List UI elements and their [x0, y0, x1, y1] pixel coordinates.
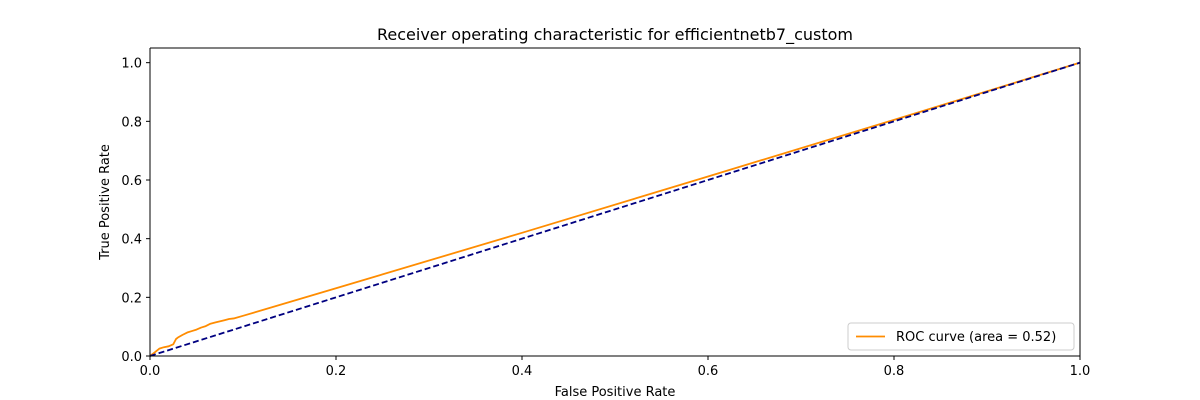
x-tick-label: 0.2 — [326, 364, 347, 379]
y-tick-label: 0.4 — [121, 233, 142, 248]
chance-line — [149, 61, 1081, 357]
x-axis-label: False Positive Rate — [555, 385, 676, 400]
y-tick-label: 0.2 — [121, 291, 142, 306]
x-tick-label: 1.0 — [1070, 364, 1091, 379]
y-tick-label: 0.0 — [121, 350, 142, 365]
x-tick-label: 0.0 — [140, 364, 161, 379]
y-axis-label: True Positive Rate — [98, 144, 113, 261]
x-tick-label: 0.4 — [512, 364, 533, 379]
y-tick-label: 0.8 — [121, 115, 142, 130]
y-axis-ticks: 0.0 0.2 0.4 0.6 0.8 1.0 — [121, 57, 150, 365]
legend-label-roc: ROC curve (area = 0.52) — [896, 330, 1056, 345]
series-layer — [149, 61, 1081, 357]
legend: ROC curve (area = 0.52) — [847, 322, 1075, 351]
x-tick-label: 0.8 — [884, 364, 905, 379]
y-tick-label: 0.6 — [121, 174, 142, 189]
roc-curve-line — [149, 61, 1081, 357]
plot-frame — [150, 48, 1080, 356]
x-tick-label: 0.6 — [698, 364, 719, 379]
legend-box — [847, 322, 1075, 351]
x-axis-ticks: 0.0 0.2 0.4 0.6 0.8 1.0 — [140, 356, 1091, 379]
chart-title: Receiver operating characteristic for ef… — [377, 25, 853, 45]
plot-area — [150, 48, 1080, 356]
y-tick-label: 1.0 — [121, 57, 142, 72]
axes-frame — [149, 47, 1081, 357]
